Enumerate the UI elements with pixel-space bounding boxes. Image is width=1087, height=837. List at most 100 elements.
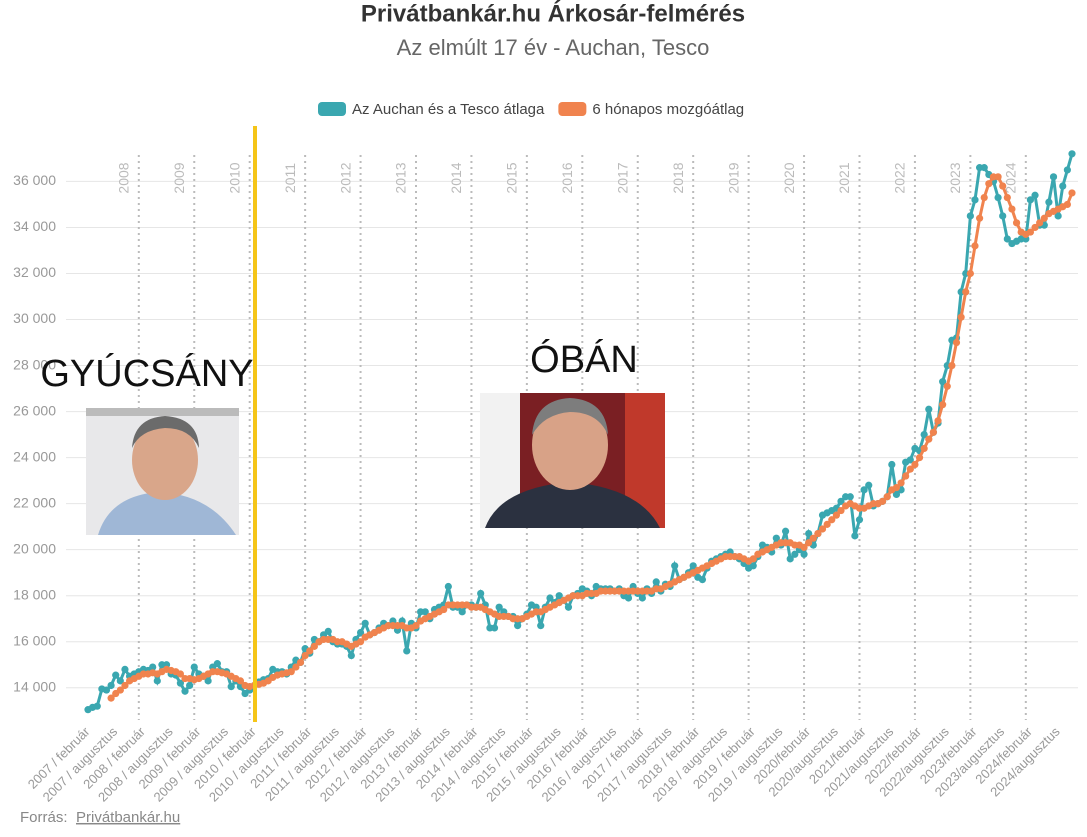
data-point bbox=[514, 622, 522, 630]
data-point bbox=[176, 670, 184, 678]
data-point bbox=[906, 456, 914, 464]
data-point bbox=[176, 679, 184, 687]
y-tick-label: 24 000 bbox=[13, 448, 56, 464]
year-label: 2014 bbox=[448, 162, 464, 193]
year-label: 2017 bbox=[614, 162, 630, 193]
data-point bbox=[292, 663, 300, 671]
data-point bbox=[324, 627, 332, 635]
data-point bbox=[1049, 173, 1058, 181]
data-point bbox=[851, 532, 859, 540]
data-point bbox=[920, 431, 928, 439]
data-point bbox=[546, 594, 554, 602]
data-point bbox=[555, 592, 563, 600]
legend-label: Az Auchan és a Tesco átlaga bbox=[352, 101, 545, 118]
data-point bbox=[412, 622, 420, 630]
year-label: 2019 bbox=[725, 162, 741, 193]
data-point bbox=[809, 534, 817, 542]
data-point bbox=[306, 647, 314, 655]
data-point bbox=[458, 608, 466, 616]
data-point bbox=[698, 576, 707, 584]
data-point bbox=[227, 683, 235, 691]
data-point bbox=[1008, 205, 1016, 213]
data-point bbox=[800, 543, 808, 551]
y-tick-label: 34 000 bbox=[13, 218, 56, 234]
data-point bbox=[1026, 196, 1035, 204]
data-point bbox=[957, 313, 965, 321]
y-tick-label: 14 000 bbox=[13, 678, 56, 694]
data-point bbox=[495, 603, 503, 611]
data-point bbox=[204, 677, 212, 685]
year-label: 2024 bbox=[1003, 162, 1019, 193]
data-point bbox=[828, 516, 836, 524]
data-point bbox=[1045, 198, 1053, 206]
chart-title: Privátbankár.hu Árkosár-felmérés bbox=[361, 0, 745, 27]
data-point bbox=[999, 182, 1007, 190]
data-point bbox=[837, 506, 845, 515]
data-point bbox=[892, 483, 901, 492]
data-point bbox=[939, 401, 947, 409]
data-point bbox=[624, 594, 633, 602]
year-label: 2021 bbox=[836, 162, 852, 193]
data-point bbox=[929, 428, 938, 436]
data-point bbox=[153, 677, 161, 685]
data-point bbox=[107, 681, 115, 690]
plot bbox=[84, 150, 1076, 714]
data-point bbox=[421, 608, 429, 616]
year-label: 2016 bbox=[559, 162, 575, 193]
data-point bbox=[772, 534, 780, 542]
data-point bbox=[823, 520, 831, 528]
data-point bbox=[356, 638, 365, 646]
data-point bbox=[962, 288, 970, 296]
year-label: 2008 bbox=[116, 162, 132, 193]
data-point bbox=[925, 435, 933, 443]
legend: Az Auchan és a Tesco átlaga 6 hónapos moz… bbox=[318, 101, 744, 118]
data-point bbox=[971, 196, 979, 204]
data-point bbox=[892, 490, 901, 499]
data-point bbox=[347, 651, 355, 660]
data-point bbox=[966, 269, 974, 278]
data-point bbox=[190, 663, 198, 671]
year-label: 2011 bbox=[282, 163, 298, 193]
data-point bbox=[865, 481, 873, 489]
data-point bbox=[1031, 223, 1039, 232]
data-point bbox=[1063, 200, 1071, 209]
data-point bbox=[994, 193, 1002, 202]
data-point bbox=[749, 562, 757, 570]
data-point bbox=[934, 417, 942, 425]
data-point bbox=[985, 180, 993, 188]
data-point bbox=[920, 444, 928, 453]
data-point bbox=[1036, 219, 1044, 227]
year-label: 2022 bbox=[892, 162, 908, 193]
data-point bbox=[236, 677, 245, 685]
data-point bbox=[855, 516, 864, 524]
data-point bbox=[213, 660, 221, 668]
legend-label: 6 hónapos mozgóátlag bbox=[592, 101, 744, 118]
y-tick-label: 28 000 bbox=[13, 356, 56, 372]
data-point bbox=[980, 164, 988, 172]
data-point bbox=[107, 694, 115, 702]
source-link[interactable]: Privátbankár.hu bbox=[76, 809, 180, 826]
data-point bbox=[915, 454, 924, 462]
data-point bbox=[1003, 193, 1011, 202]
data-point bbox=[537, 622, 545, 630]
data-point bbox=[1068, 150, 1076, 158]
data-point bbox=[1063, 166, 1071, 174]
data-point bbox=[800, 550, 808, 558]
y-tick-label: 36 000 bbox=[13, 172, 56, 188]
data-point bbox=[837, 497, 845, 505]
year-label: 2012 bbox=[337, 162, 353, 193]
annotation: GYÚCSÁNY bbox=[40, 352, 253, 395]
data-point bbox=[186, 681, 194, 690]
data-point bbox=[939, 378, 947, 386]
data-point bbox=[786, 555, 794, 563]
data-point bbox=[403, 647, 411, 655]
data-point bbox=[121, 681, 129, 690]
data-point bbox=[805, 539, 813, 547]
data-point bbox=[814, 529, 822, 538]
y-tick-label: 16 000 bbox=[13, 632, 56, 648]
data-point bbox=[116, 677, 124, 685]
legend-swatch bbox=[318, 102, 346, 116]
data-point bbox=[911, 460, 919, 469]
data-point bbox=[310, 642, 318, 650]
